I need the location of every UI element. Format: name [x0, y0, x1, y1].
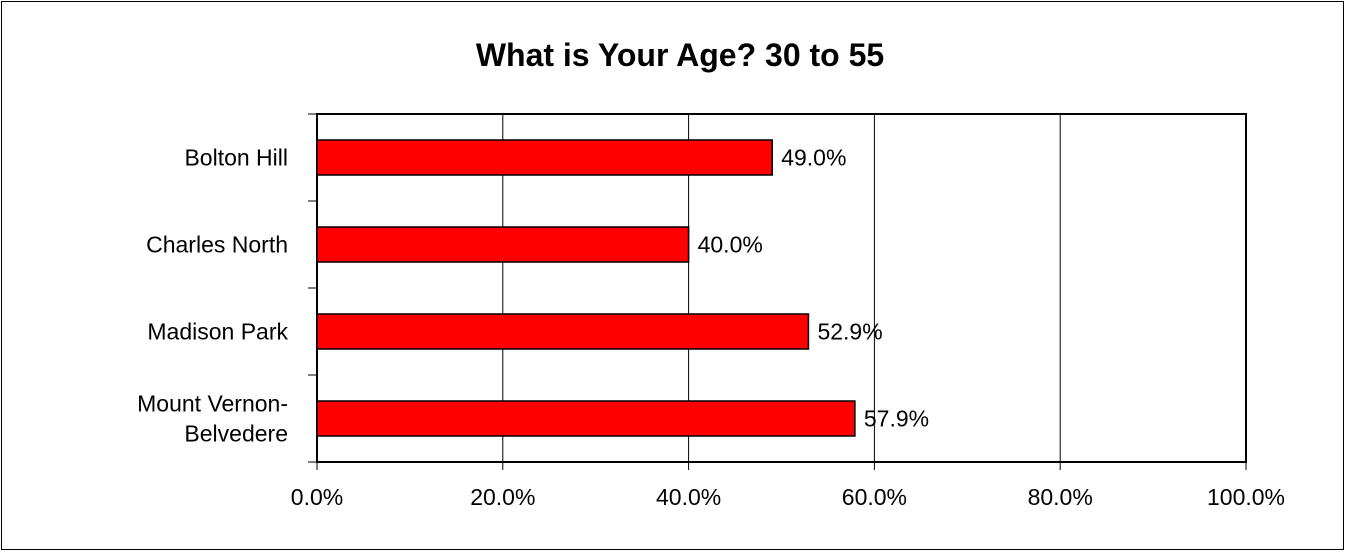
category-label: Madison Park	[147, 319, 288, 345]
category-label: Bolton Hill	[184, 145, 288, 171]
x-tick-label: 80.0%	[1028, 484, 1093, 510]
x-tick-label: 0.0%	[291, 484, 343, 510]
x-tick-label: 20.0%	[470, 484, 535, 510]
category-label: Belvedere	[184, 421, 288, 447]
x-tick-label: 100.0%	[1207, 484, 1285, 510]
x-tick-label: 60.0%	[842, 484, 907, 510]
bar	[316, 139, 773, 176]
data-label: 57.9%	[864, 406, 929, 432]
bar	[316, 226, 690, 263]
bar	[316, 400, 856, 437]
plot-area: 0.0% 20.0% 40.0% 60.0% 80.0% 100.0% 49.0% Bolto…	[137, 113, 1285, 510]
data-label: 52.9%	[817, 319, 882, 345]
category-label: Charles North	[146, 232, 288, 258]
chart-title: What is Your Age? 30 to 55	[476, 37, 884, 73]
bar	[316, 313, 810, 350]
data-label: 49.0%	[781, 145, 846, 171]
category-label: Mount Vernon-	[137, 391, 288, 417]
x-tick-label: 40.0%	[656, 484, 721, 510]
data-label: 40.0%	[698, 232, 763, 258]
